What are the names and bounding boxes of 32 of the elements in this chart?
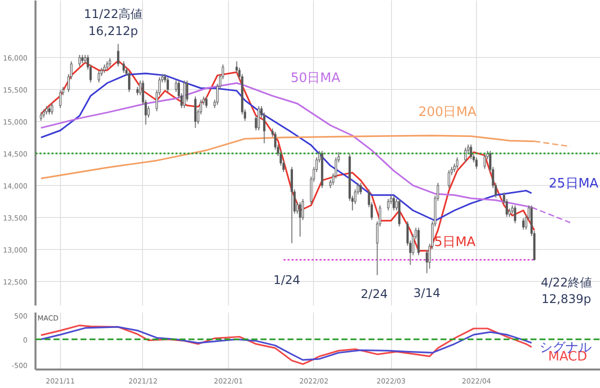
candlestick bbox=[174, 80, 178, 93]
candlestick bbox=[360, 182, 362, 195]
candlestick bbox=[456, 156, 458, 170]
candlestick bbox=[387, 198, 390, 211]
candlestick bbox=[59, 90, 62, 109]
series-label: 200日MA bbox=[418, 105, 476, 120]
candlestick bbox=[78, 54, 81, 67]
candlestick bbox=[417, 227, 420, 256]
candlestick bbox=[522, 218, 525, 230]
candlestick bbox=[448, 170, 450, 189]
candlestick bbox=[166, 76, 169, 93]
annotation: 11/22高値 16,212p bbox=[84, 7, 142, 38]
candlestick bbox=[392, 195, 395, 211]
candlestick bbox=[205, 96, 208, 109]
annotation: 3/14 bbox=[413, 286, 440, 300]
candlestick bbox=[117, 43, 120, 67]
series-label: 25日MA bbox=[548, 176, 599, 192]
candlestick bbox=[128, 70, 130, 93]
candlestick bbox=[194, 96, 197, 128]
candlestick bbox=[298, 202, 302, 238]
candlestick bbox=[122, 60, 125, 74]
annotation: 4/22終値 12,839p bbox=[540, 275, 592, 306]
candlestick bbox=[398, 198, 400, 227]
candlestick bbox=[183, 80, 186, 109]
annotation: 2/24 bbox=[360, 287, 388, 302]
candlestick bbox=[290, 166, 293, 244]
annotation: 1/24 bbox=[273, 273, 300, 288]
candlestick bbox=[258, 106, 260, 131]
series-label: 5日MA bbox=[434, 234, 476, 250]
candlestick bbox=[98, 70, 100, 83]
candlestick bbox=[484, 154, 486, 170]
series-label: 50日MA bbox=[290, 70, 340, 86]
